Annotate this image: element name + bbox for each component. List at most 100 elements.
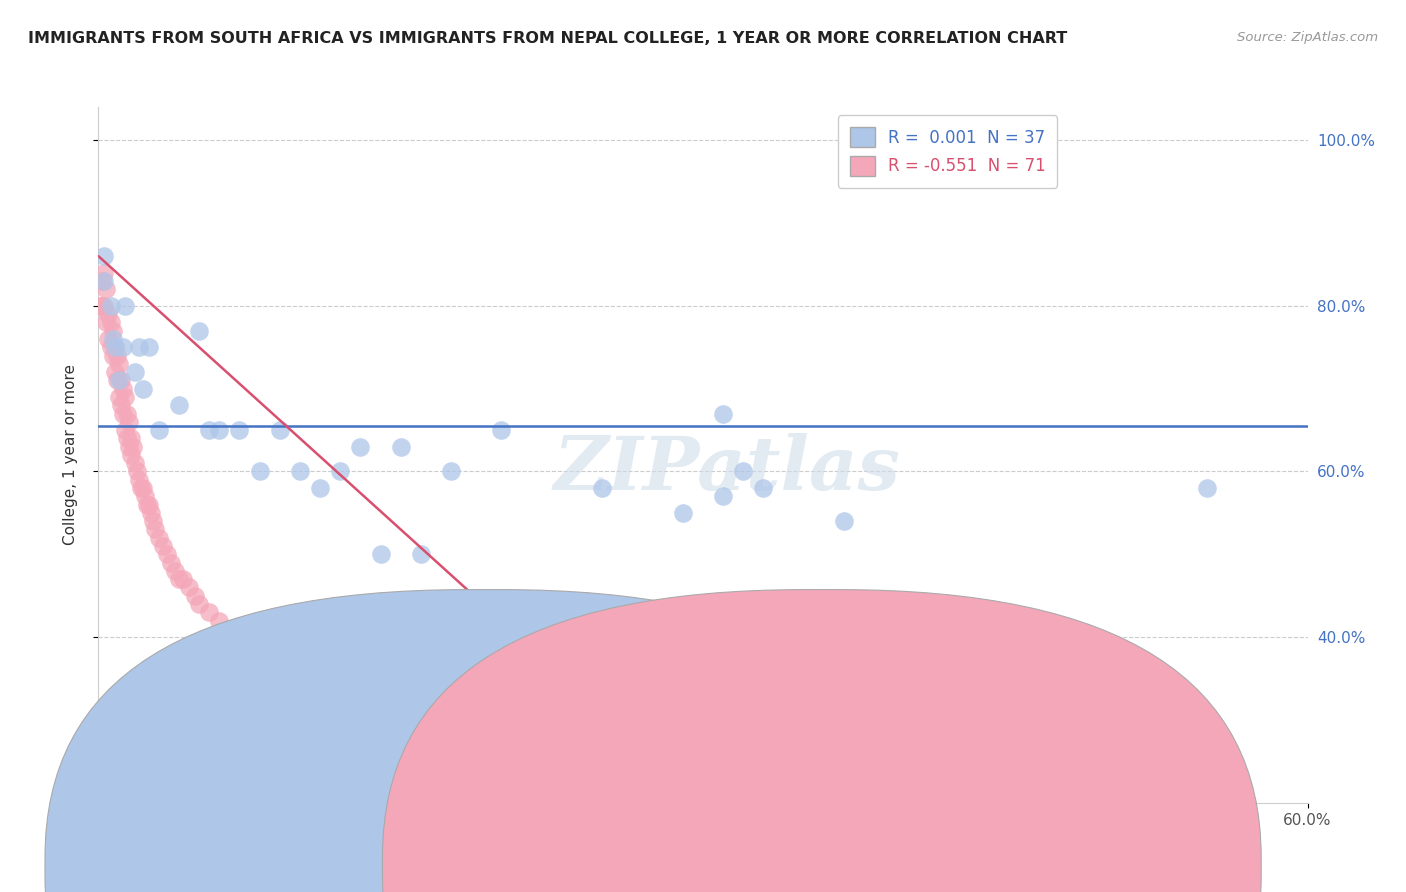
Point bbox=[278, 663, 301, 677]
Point bbox=[134, 489, 156, 503]
Point bbox=[111, 382, 134, 396]
Text: Source: ZipAtlas.com: Source: ZipAtlas.com bbox=[1237, 31, 1378, 45]
Point bbox=[129, 481, 152, 495]
Point bbox=[259, 655, 281, 669]
Y-axis label: College, 1 year or more: College, 1 year or more bbox=[63, 365, 77, 545]
Text: Immigrants from Nepal: Immigrants from Nepal bbox=[846, 860, 1024, 874]
Point bbox=[93, 249, 115, 263]
Point bbox=[91, 299, 114, 313]
Point bbox=[107, 357, 129, 371]
Point bbox=[370, 547, 392, 561]
Point bbox=[228, 423, 250, 437]
Point bbox=[409, 721, 432, 735]
Point bbox=[249, 465, 271, 479]
Point bbox=[124, 365, 146, 379]
Point bbox=[107, 390, 129, 404]
Point bbox=[733, 465, 755, 479]
Point bbox=[143, 523, 166, 537]
Point bbox=[97, 307, 120, 321]
Point bbox=[110, 398, 132, 412]
Point bbox=[349, 440, 371, 454]
Point bbox=[96, 315, 118, 329]
Point bbox=[93, 266, 115, 280]
Point bbox=[132, 481, 155, 495]
Point bbox=[832, 514, 855, 528]
Point bbox=[111, 340, 134, 354]
Point bbox=[156, 547, 179, 561]
Point bbox=[184, 589, 207, 603]
Point bbox=[389, 440, 412, 454]
Point bbox=[198, 605, 221, 619]
Point bbox=[91, 274, 114, 288]
Point bbox=[269, 423, 291, 437]
Point bbox=[110, 373, 132, 387]
Point bbox=[103, 365, 125, 379]
Point bbox=[128, 340, 150, 354]
Point bbox=[249, 647, 271, 661]
Point bbox=[124, 456, 146, 470]
Point bbox=[142, 514, 165, 528]
Point bbox=[329, 465, 352, 479]
Point bbox=[114, 390, 136, 404]
Point bbox=[440, 465, 463, 479]
Point bbox=[101, 332, 124, 346]
Point bbox=[309, 680, 332, 694]
Point bbox=[139, 506, 162, 520]
Point bbox=[115, 407, 138, 421]
Point bbox=[125, 465, 148, 479]
Point bbox=[118, 440, 141, 454]
Point bbox=[409, 547, 432, 561]
Point bbox=[349, 697, 371, 711]
Point bbox=[120, 431, 142, 445]
Point bbox=[114, 299, 136, 313]
Point bbox=[239, 639, 262, 653]
Point bbox=[208, 423, 231, 437]
Point bbox=[101, 349, 124, 363]
Point bbox=[491, 746, 513, 760]
Point bbox=[228, 630, 250, 644]
Point bbox=[148, 531, 170, 545]
Point bbox=[105, 373, 128, 387]
Point bbox=[198, 423, 221, 437]
Point bbox=[309, 481, 332, 495]
Point bbox=[218, 622, 240, 636]
Point bbox=[111, 407, 134, 421]
Point bbox=[208, 614, 231, 628]
Point bbox=[103, 340, 125, 354]
Point bbox=[97, 332, 120, 346]
Point bbox=[138, 498, 160, 512]
Point bbox=[103, 340, 125, 354]
Point bbox=[115, 431, 138, 445]
Point bbox=[711, 407, 734, 421]
Point bbox=[288, 672, 311, 686]
Point bbox=[114, 423, 136, 437]
Point bbox=[752, 481, 775, 495]
Point bbox=[672, 506, 695, 520]
Point bbox=[118, 415, 141, 429]
Point bbox=[288, 465, 311, 479]
Point bbox=[93, 274, 115, 288]
Point bbox=[163, 564, 186, 578]
Point bbox=[591, 481, 613, 495]
Text: ZIPatlas: ZIPatlas bbox=[554, 433, 901, 505]
Point bbox=[491, 423, 513, 437]
Point bbox=[105, 349, 128, 363]
Point bbox=[430, 738, 453, 752]
Point bbox=[138, 340, 160, 354]
Point bbox=[1195, 481, 1218, 495]
Point bbox=[711, 489, 734, 503]
Point bbox=[188, 597, 211, 611]
Point bbox=[132, 382, 155, 396]
Point bbox=[107, 373, 129, 387]
Point bbox=[101, 324, 124, 338]
Point bbox=[160, 556, 183, 570]
Point bbox=[172, 572, 194, 586]
Point bbox=[269, 655, 291, 669]
Point bbox=[389, 713, 412, 727]
Point bbox=[148, 423, 170, 437]
Point bbox=[93, 299, 115, 313]
Point bbox=[329, 688, 352, 702]
Point bbox=[89, 299, 111, 313]
Point bbox=[100, 315, 122, 329]
Point bbox=[120, 448, 142, 462]
